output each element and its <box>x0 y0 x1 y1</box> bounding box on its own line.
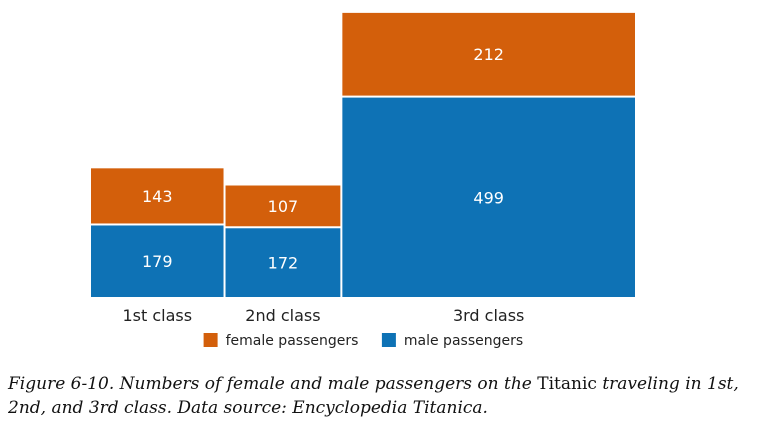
bar-female-passengers-1st-class <box>91 168 224 224</box>
legend-label-female-passengers: female passengers <box>226 333 359 349</box>
data-label-male-passengers-2nd-class: 172 <box>268 254 299 273</box>
bar-male-passengers-3rd-class <box>342 97 635 297</box>
bar-male-passengers-2nd-class <box>225 228 341 297</box>
bar-male-passengers-1st-class <box>91 225 224 297</box>
data-label-male-passengers-3rd-class: 499 <box>473 188 504 207</box>
legend-swatch-female-passengers <box>203 333 218 347</box>
category-label-2nd-class: 2nd class <box>245 306 320 325</box>
data-label-female-passengers-1st-class: 143 <box>142 187 173 206</box>
legend-swatch-male-passengers <box>381 333 396 347</box>
bar-female-passengers-3rd-class <box>342 12 635 96</box>
data-label-male-passengers-1st-class: 179 <box>142 252 173 271</box>
stacked-bar-chart: 179 143 1st class 172 107 2nd class 499 212 3rd … <box>91 12 635 349</box>
category-label-3rd-class: 3rd class <box>453 306 524 325</box>
caption-text-end: traveling in 1st, 2nd, and 3rd class. Da… <box>8 374 739 418</box>
caption-title-word: Titanic <box>537 374 597 394</box>
legend-label-male-passengers: male passengers <box>404 333 523 349</box>
bar-female-passengers-2nd-class <box>225 185 341 227</box>
data-label-female-passengers-2nd-class: 107 <box>268 197 299 216</box>
category-label-1st-class: 1st class <box>122 306 192 325</box>
figure-caption: Figure 6-10. Numbers of female and male … <box>8 372 768 420</box>
data-label-female-passengers-3rd-class: 212 <box>473 45 504 64</box>
caption-text-start: Figure 6-10. Numbers of female and male … <box>8 374 538 394</box>
